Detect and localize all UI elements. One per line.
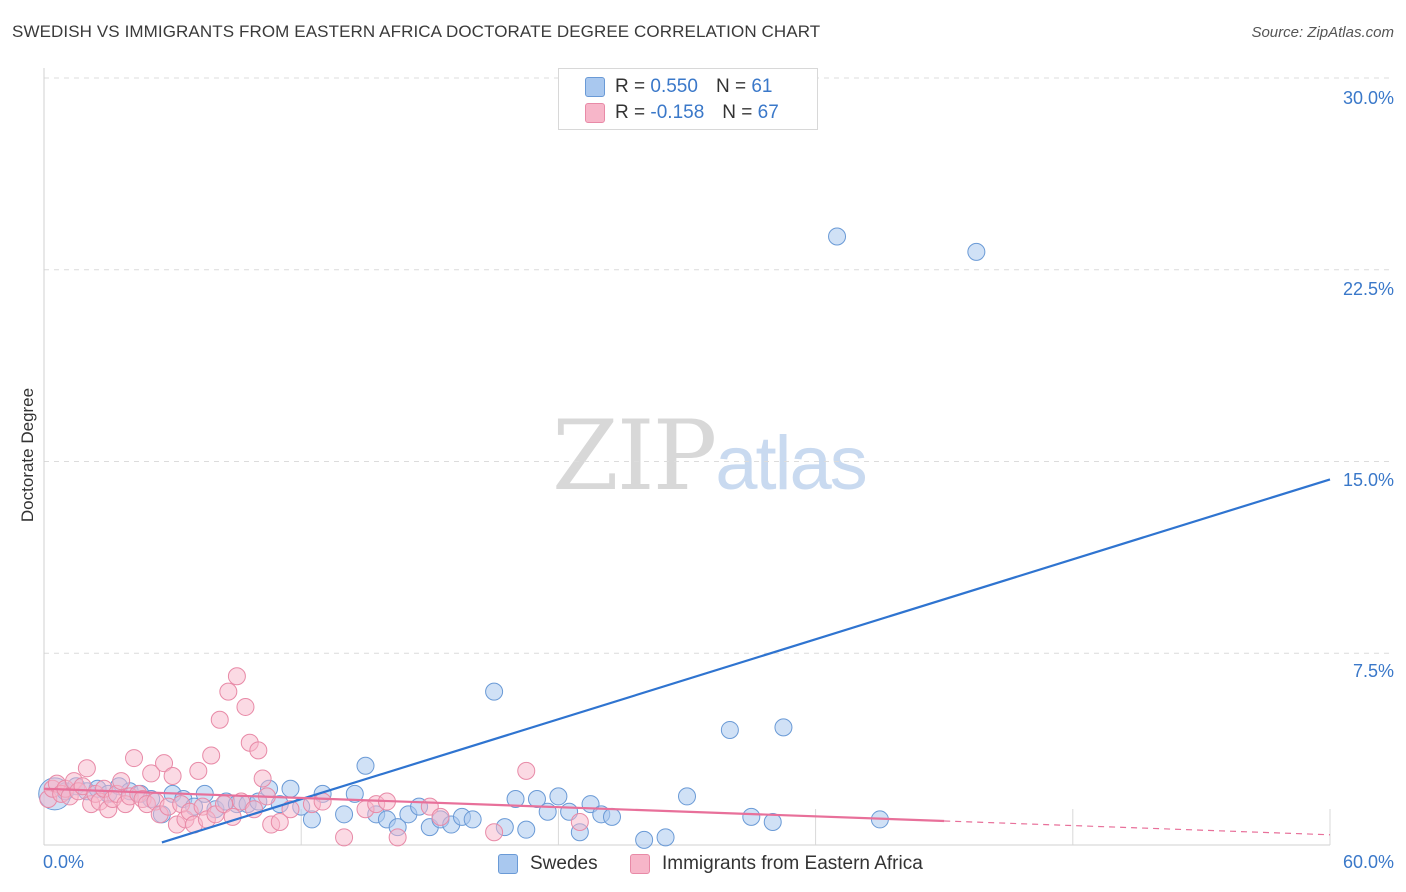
legend-r-label: R = bbox=[615, 76, 646, 97]
swedes-point-59 bbox=[828, 227, 847, 246]
source-credit: Source: ZipAtlas.com bbox=[1251, 24, 1394, 41]
y-tick-label-22-5: 22.5% bbox=[1342, 279, 1394, 299]
immigrants-point-44 bbox=[227, 667, 246, 686]
legend-swatch-immigrants bbox=[585, 103, 605, 123]
immigrants-point-46 bbox=[236, 697, 255, 716]
chart-title: SWEDISH VS IMMIGRANTS FROM EASTERN AFRIC… bbox=[12, 22, 821, 41]
swedes-point-26 bbox=[335, 805, 354, 824]
legend-row-immigrants: R = -0.158 N = 67 bbox=[585, 101, 779, 125]
immigrants-point-54 bbox=[281, 800, 300, 819]
correlation-legend: R = 0.550 N = 61 R = -0.158 N = 67 bbox=[558, 68, 818, 130]
bottom-legend-swedes: Swedes bbox=[498, 852, 598, 876]
swedes-point-41 bbox=[506, 789, 525, 808]
legend-n-label: N = bbox=[715, 76, 747, 97]
swedes-point-45 bbox=[549, 787, 568, 806]
immigrants-point-42 bbox=[219, 682, 238, 701]
legend-r-label: R = bbox=[615, 102, 646, 123]
immigrants-point-29 bbox=[163, 766, 182, 785]
y-tick-label-7-5: 7.5% bbox=[1352, 661, 1394, 681]
immigrants-point-20 bbox=[125, 749, 144, 768]
immigrants-point-40 bbox=[210, 710, 229, 729]
swedes-point-56 bbox=[763, 812, 782, 831]
swedes-point-22 bbox=[281, 779, 300, 798]
watermark: ZIPatlas bbox=[552, 400, 868, 512]
immigrants-trend-line bbox=[43, 787, 945, 823]
immigrants-point-35 bbox=[189, 761, 208, 780]
x-tick-label-min: 0.0% bbox=[43, 852, 85, 872]
bottom-legend-label-swedes: Swedes bbox=[530, 853, 598, 874]
immigrants-point-53 bbox=[270, 812, 289, 831]
legend-row-swedes: R = 0.550 N = 61 bbox=[585, 75, 772, 99]
legend-r-value-immigrants: -0.158 bbox=[650, 102, 705, 123]
swedes-point-51 bbox=[635, 830, 654, 849]
immigrants-point-17 bbox=[112, 772, 131, 791]
legend-r-value-swedes: 0.550 bbox=[650, 76, 698, 97]
immigrants-point-50 bbox=[253, 769, 272, 788]
immigrants-point-27 bbox=[155, 754, 174, 773]
legend-n-label: N = bbox=[722, 102, 753, 123]
bottom-legend-swatch-swedes bbox=[498, 854, 518, 874]
swedes-point-54 bbox=[720, 720, 739, 739]
immigrants-point-56 bbox=[313, 792, 332, 811]
bottom-legend-swatch-immigrants bbox=[630, 854, 650, 874]
bottom-legend-immigrants: Immigrants from Eastern Africa bbox=[630, 852, 923, 876]
x-tick-label-max: 60.0% bbox=[1342, 852, 1394, 872]
swedes-point-50 bbox=[602, 807, 621, 826]
immigrants-trend-line-extension bbox=[944, 820, 1331, 836]
legend-swatch-swedes bbox=[585, 77, 605, 97]
y-tick-label-15: 15.0% bbox=[1342, 470, 1394, 490]
swedes-point-53 bbox=[678, 787, 696, 806]
swedes-point-38 bbox=[463, 810, 482, 829]
bottom-legend-label-immigrants: Immigrants from Eastern Africa bbox=[662, 853, 923, 874]
legend-n-value-swedes: 61 bbox=[751, 76, 773, 97]
immigrants-point-63 bbox=[431, 807, 450, 826]
swedes-point-42 bbox=[517, 820, 536, 839]
immigrants-point-57 bbox=[335, 828, 354, 847]
immigrants-point-66 bbox=[570, 812, 589, 831]
swedes-point-52 bbox=[656, 828, 675, 847]
legend-n-value-immigrants: 67 bbox=[757, 102, 779, 123]
y-tick-label-30: 30.0% bbox=[1342, 88, 1394, 108]
swedes-trend-line bbox=[161, 478, 1331, 844]
immigrants-point-65 bbox=[517, 761, 536, 780]
swedes-point-60 bbox=[967, 242, 986, 261]
immigrants-point-24 bbox=[142, 764, 161, 783]
immigrants-point-64 bbox=[485, 823, 504, 842]
swedes-point-57 bbox=[774, 718, 793, 737]
watermark-atlas: atlas bbox=[715, 421, 868, 506]
immigrants-point-38 bbox=[202, 746, 221, 765]
swedes-point-28 bbox=[356, 756, 375, 775]
swedes-point-27 bbox=[345, 784, 364, 803]
swedes-point-39 bbox=[485, 682, 504, 701]
immigrants-point-49 bbox=[249, 741, 268, 760]
swedes-point-55 bbox=[742, 807, 761, 826]
immigrants-point-61 bbox=[388, 828, 407, 847]
swedes-point-24 bbox=[302, 810, 321, 829]
watermark-zip: ZIP bbox=[552, 400, 717, 512]
immigrants-point-9 bbox=[77, 759, 96, 778]
